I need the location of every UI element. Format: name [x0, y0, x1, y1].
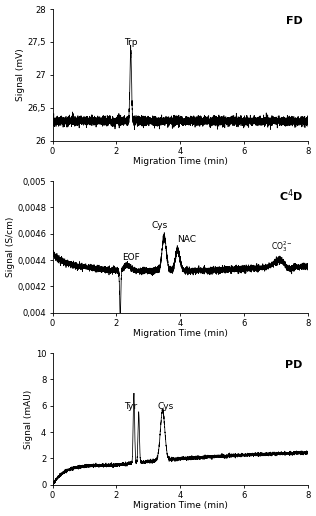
X-axis label: Migration Time (min): Migration Time (min) [133, 329, 228, 338]
Text: Tyr: Tyr [124, 402, 137, 411]
Text: Cys: Cys [158, 402, 174, 411]
Text: NAC: NAC [177, 235, 196, 244]
Text: CO$_3^{2-}$: CO$_3^{2-}$ [271, 239, 293, 254]
Text: EOF: EOF [122, 253, 140, 262]
Text: FD: FD [286, 15, 303, 26]
Text: Trp: Trp [124, 38, 137, 47]
Y-axis label: Signal (mAU): Signal (mAU) [24, 389, 33, 448]
Y-axis label: Signal (mV): Signal (mV) [16, 49, 25, 101]
Text: Cys: Cys [151, 221, 167, 230]
Text: PD: PD [285, 360, 303, 369]
Y-axis label: Signal (S/cm): Signal (S/cm) [6, 217, 15, 277]
X-axis label: Migration Time (min): Migration Time (min) [133, 502, 228, 510]
X-axis label: Migration Time (min): Migration Time (min) [133, 157, 228, 167]
Text: C$^4$D: C$^4$D [278, 188, 303, 204]
